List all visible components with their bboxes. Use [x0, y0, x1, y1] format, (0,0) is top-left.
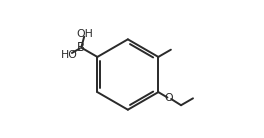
- Text: B: B: [77, 41, 85, 54]
- Text: O: O: [165, 93, 173, 103]
- Text: HO: HO: [61, 50, 78, 59]
- Text: OH: OH: [76, 29, 93, 39]
